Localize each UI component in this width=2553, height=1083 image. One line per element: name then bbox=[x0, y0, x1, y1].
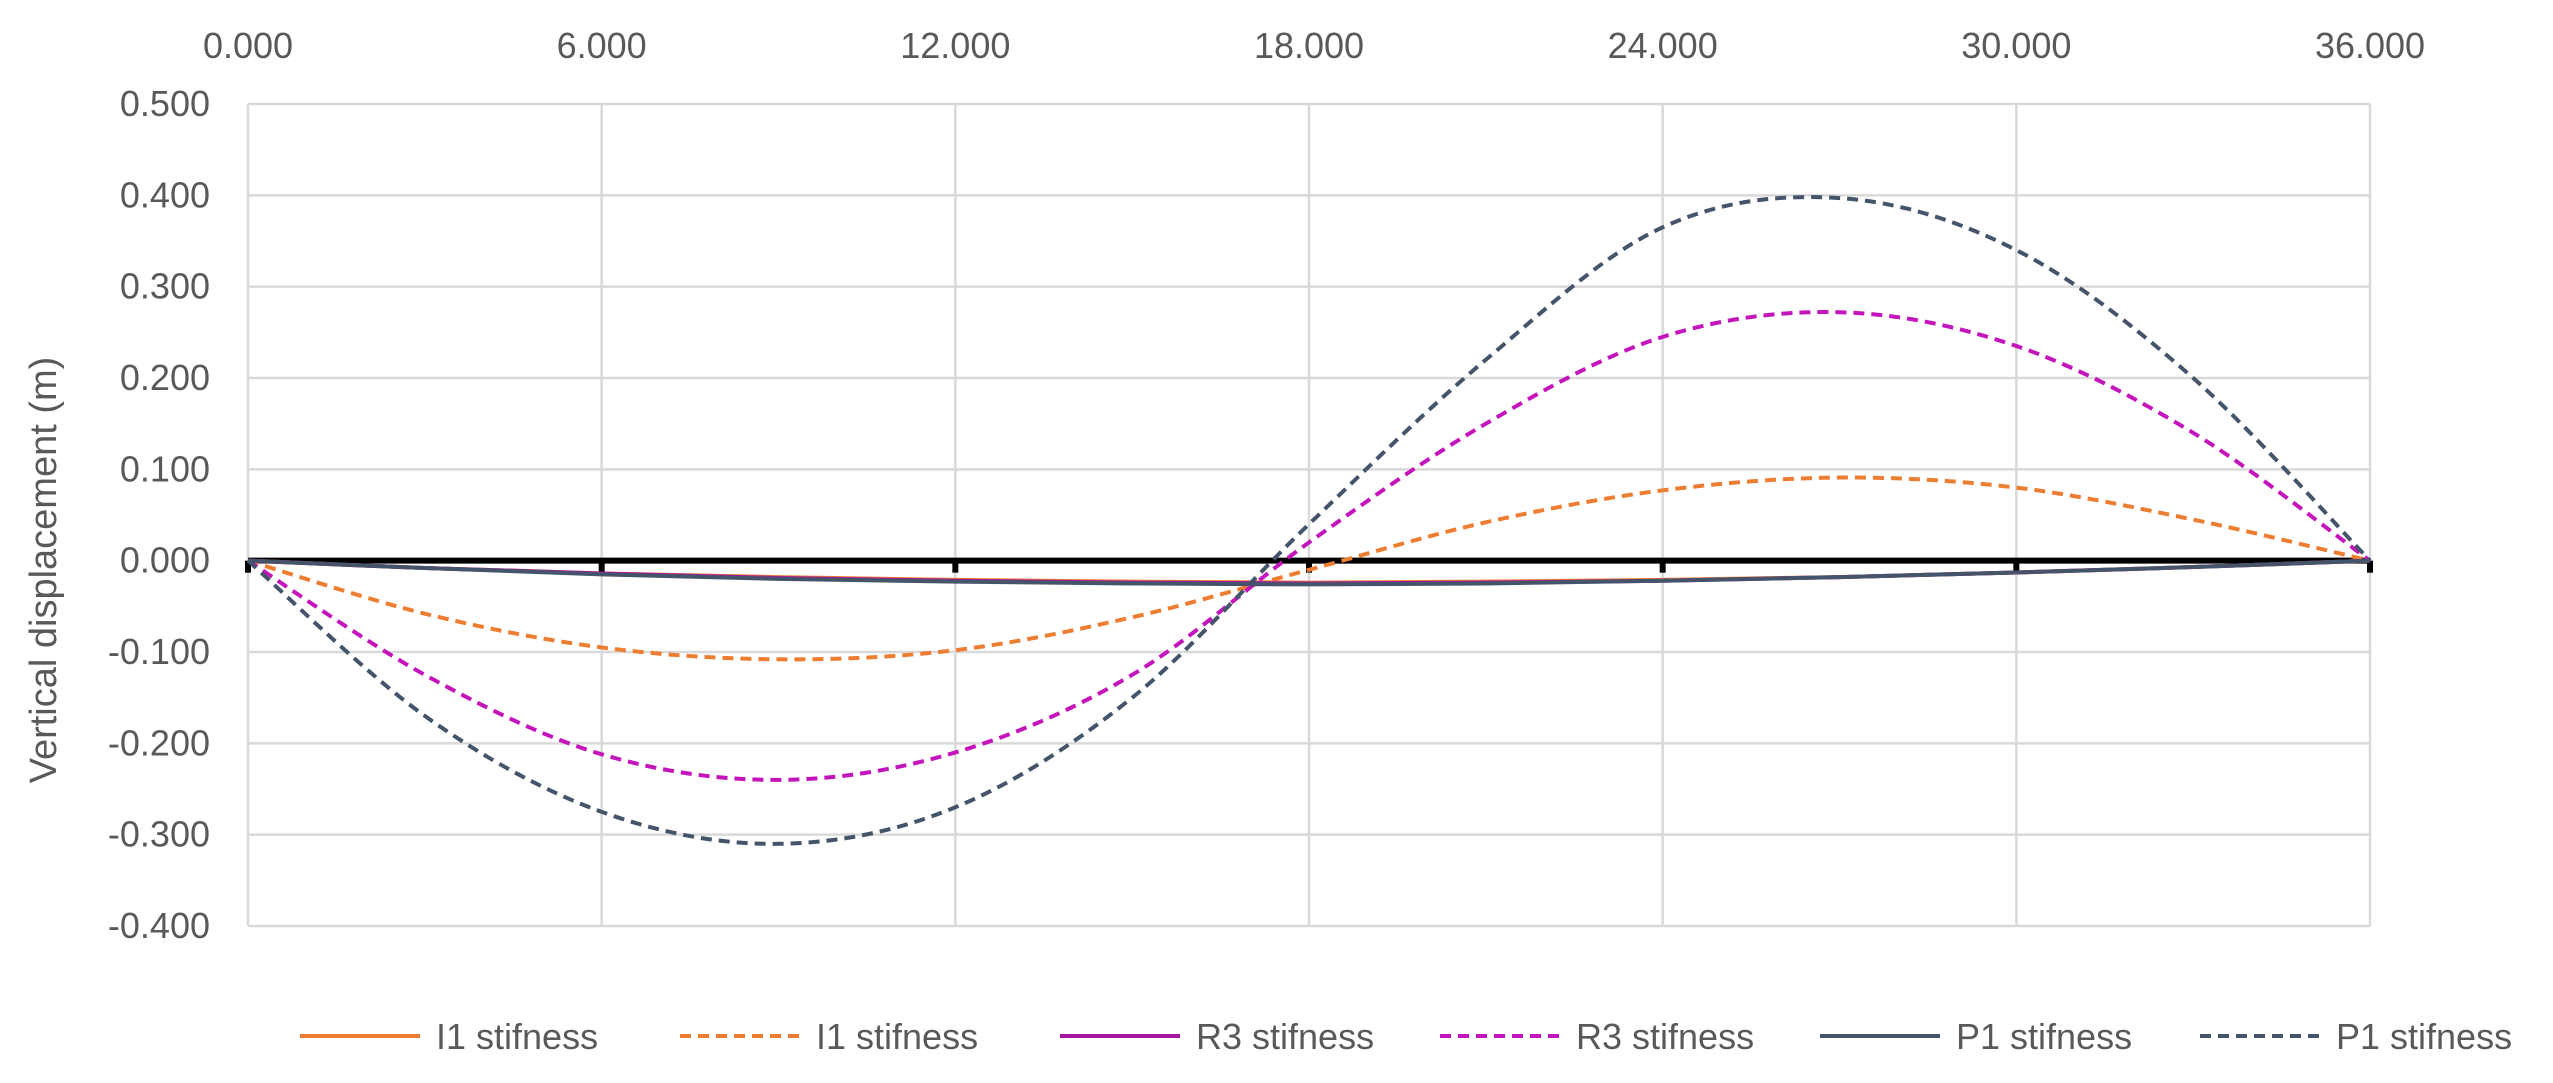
series-lines bbox=[246, 195, 2372, 846]
series-line-2 bbox=[247, 475, 2371, 662]
legend-label-3: R3 stifness bbox=[1196, 1016, 1374, 1057]
grid bbox=[246, 102, 2372, 928]
x-tick-label: 6.000 bbox=[557, 25, 647, 66]
x-tick-label: 30.000 bbox=[1961, 25, 2071, 66]
y-tick-label: 0.300 bbox=[120, 266, 210, 307]
y-tick-label: 0.100 bbox=[120, 448, 210, 489]
y-axis-title: Vertical displacement (m) bbox=[23, 357, 65, 784]
y-tick-label: 0.500 bbox=[120, 83, 210, 124]
series-line-5 bbox=[247, 558, 2371, 587]
y-tick-label: 0.400 bbox=[120, 174, 210, 215]
y-tick-label: -0.400 bbox=[108, 905, 210, 946]
y-tick-label: -0.300 bbox=[108, 814, 210, 855]
legend-label-5: P1 stifness bbox=[1956, 1016, 2132, 1057]
x-tick-label: 12.000 bbox=[900, 25, 1010, 66]
x-tick-label: 24.000 bbox=[1608, 25, 1718, 66]
y-tick-label: -0.200 bbox=[108, 722, 210, 763]
legend-label-4: R3 stifness bbox=[1576, 1016, 1754, 1057]
legend-label-6: P1 stifness bbox=[2336, 1016, 2512, 1057]
x-tick-label: 36.000 bbox=[2315, 25, 2425, 66]
series-line-6 bbox=[246, 195, 2372, 846]
x-tick-labels: 0.000 6.000 12.000 18.000 24.000 30.000 36.000 bbox=[203, 25, 2425, 66]
y-tick-label: 0.000 bbox=[120, 540, 210, 581]
legend: I1 stifness I1 stifness R3 stifness R3 stif… bbox=[300, 1016, 2512, 1057]
y-tick-label: -0.100 bbox=[108, 631, 210, 672]
series-line-4 bbox=[246, 310, 2372, 782]
legend-label-1: I1 stifness bbox=[436, 1016, 598, 1057]
legend-label-2: I1 stifness bbox=[816, 1016, 978, 1057]
y-tick-labels: 0.500 0.400 0.300 0.200 0.100 0.000 -0.100 -0.2… bbox=[108, 83, 210, 946]
x-tick-label: 0.000 bbox=[203, 25, 293, 66]
x-tick-label: 18.000 bbox=[1254, 25, 1364, 66]
y-tick-label: 0.200 bbox=[120, 357, 210, 398]
